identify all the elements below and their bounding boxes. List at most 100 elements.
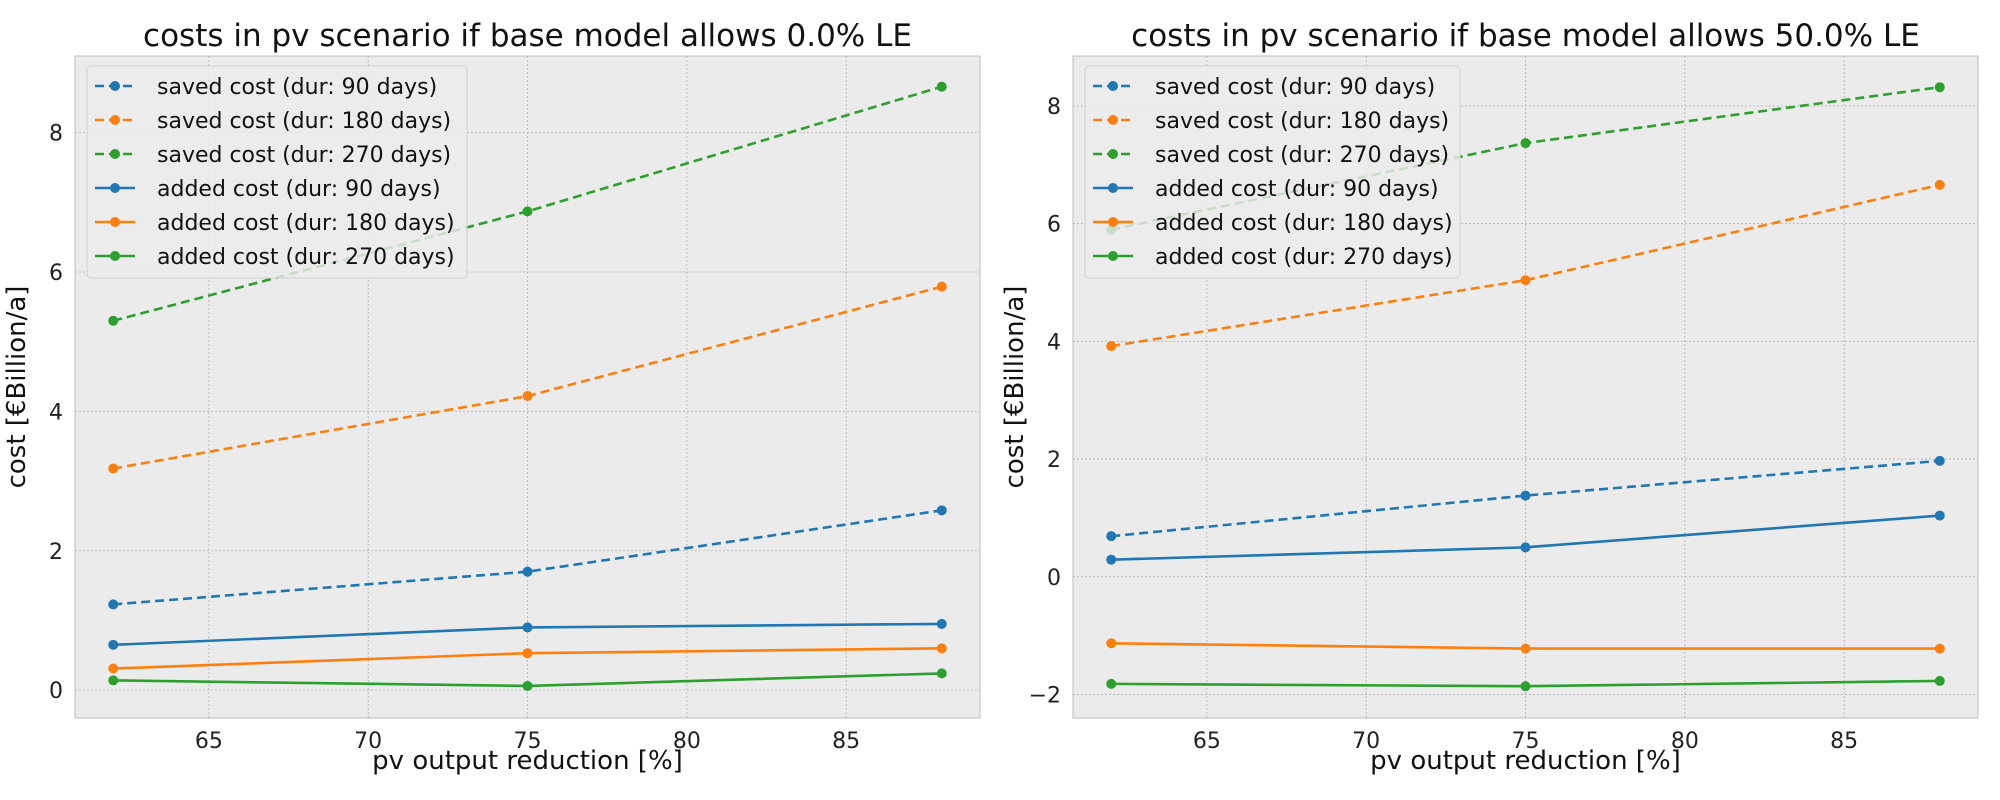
legend-entry: saved cost (dur: 180 days) — [1155, 109, 1449, 134]
x-tick-label: 70 — [1352, 729, 1380, 754]
data-point — [522, 680, 533, 691]
legend-entry: saved cost (dur: 90 days) — [157, 75, 437, 100]
legend-marker — [1108, 251, 1118, 261]
legend-marker — [110, 217, 120, 227]
legend-entry: added cost (dur: 180 days) — [1155, 211, 1453, 236]
series-line — [113, 509, 942, 606]
series-6 — [1106, 675, 1945, 692]
x-tick-label: 85 — [1830, 729, 1858, 754]
data-point — [1934, 82, 1945, 93]
data-point — [1520, 681, 1531, 692]
y-tick-label: 0 — [1047, 566, 1061, 591]
data-point — [108, 315, 119, 326]
data-point — [936, 281, 947, 292]
legend-marker — [1108, 149, 1118, 159]
x-axis-label: pv output reduction [%] — [372, 746, 683, 776]
legend-box — [86, 65, 468, 279]
legend-marker — [110, 81, 120, 91]
legend-entry: added cost (dur: 90 days) — [1155, 177, 1439, 202]
series-line — [1111, 183, 1941, 348]
x-axis-label: pv output reduction [%] — [1370, 746, 1681, 776]
series-line — [1111, 459, 1940, 538]
data-point — [108, 463, 119, 474]
x-tick-label: 65 — [1193, 729, 1221, 754]
x-tick-label: 80 — [673, 729, 701, 754]
legend-entry: saved cost (dur: 270 days) — [1155, 143, 1449, 168]
data-point — [108, 663, 119, 674]
y-axis-label: cost [€Billion/a] — [1000, 286, 1030, 489]
data-point — [936, 81, 947, 92]
data-point — [108, 599, 119, 610]
x-tick-label: 75 — [1512, 729, 1540, 754]
legend-entry: added cost (dur: 90 days) — [157, 177, 441, 202]
legend-entry: saved cost (dur: 90 days) — [1155, 75, 1435, 100]
legend-marker — [1108, 217, 1118, 227]
data-point — [1520, 490, 1531, 501]
y-tick-label: 0 — [49, 679, 63, 704]
data-point — [936, 668, 947, 679]
data-point — [1934, 179, 1945, 190]
legend-marker — [110, 251, 120, 261]
data-point — [1934, 675, 1945, 686]
y-tick-label: 8 — [1047, 95, 1061, 120]
data-point — [522, 622, 533, 633]
legend: saved cost (dur: 90 days) saved cost (dur… — [1084, 65, 1461, 279]
data-point — [1934, 455, 1945, 466]
x-tick-label: 80 — [1671, 729, 1699, 754]
x-tick-label: 75 — [514, 729, 542, 754]
legend-entry: saved cost (dur: 270 days) — [157, 143, 451, 168]
legend-entry: saved cost (dur: 180 days) — [157, 109, 451, 134]
series-5 — [108, 643, 947, 674]
y-tick-label: 6 — [49, 261, 63, 286]
data-point — [522, 391, 533, 402]
legend-marker — [110, 115, 120, 125]
legend-entry: added cost (dur: 270 days) — [1155, 245, 1453, 270]
legend-marker — [110, 183, 120, 193]
data-point — [1520, 275, 1531, 286]
data-point — [936, 505, 947, 516]
data-point — [522, 566, 533, 577]
x-tick-label: 65 — [195, 729, 223, 754]
data-point — [108, 675, 119, 686]
data-point — [1934, 510, 1945, 521]
y-tick-label: −2 — [1029, 683, 1061, 708]
series-3 — [108, 81, 947, 326]
chart-title: costs in pv scenario if base model allow… — [1131, 18, 1920, 54]
series-4 — [1106, 510, 1945, 565]
data-point — [1520, 643, 1531, 654]
data-point — [1106, 554, 1117, 565]
y-tick-label: 2 — [1047, 448, 1061, 473]
y-tick-label: 4 — [1047, 330, 1061, 355]
legend-box — [1084, 65, 1461, 279]
legend-entry: added cost (dur: 270 days) — [157, 245, 455, 270]
legend-marker — [1108, 183, 1118, 193]
x-tick-label: 85 — [832, 729, 860, 754]
chart-title: costs in pv scenario if base model allow… — [143, 18, 912, 54]
data-point — [1106, 531, 1117, 542]
legend-marker — [1108, 115, 1118, 125]
data-point — [936, 643, 947, 654]
data-point — [936, 618, 947, 629]
data-point — [1106, 638, 1117, 649]
series-5 — [1106, 638, 1945, 654]
y-tick-label: 2 — [49, 540, 63, 565]
x-tick-label: 70 — [354, 729, 382, 754]
y-axis-label: cost [€Billion/a] — [2, 286, 32, 489]
series-1 — [1106, 455, 1945, 542]
series-4 — [108, 618, 947, 650]
legend: saved cost (dur: 90 days) saved cost (dur… — [86, 65, 468, 279]
data-point — [108, 639, 119, 650]
series-2 — [1106, 179, 1945, 352]
series-1 — [108, 505, 947, 610]
series-6 — [108, 668, 947, 691]
y-tick-label: 6 — [1047, 213, 1061, 238]
chart-2: 65 70 75 80 85 −2 0 2 4 6 8 costs in pv scenario if… — [1000, 18, 1979, 776]
legend-entry: added cost (dur: 180 days) — [157, 211, 455, 236]
data-point — [1106, 341, 1117, 352]
data-point — [1106, 678, 1117, 689]
data-point — [522, 206, 533, 217]
series-2 — [108, 281, 947, 474]
legend-marker — [1108, 81, 1118, 91]
data-point — [1520, 138, 1531, 149]
